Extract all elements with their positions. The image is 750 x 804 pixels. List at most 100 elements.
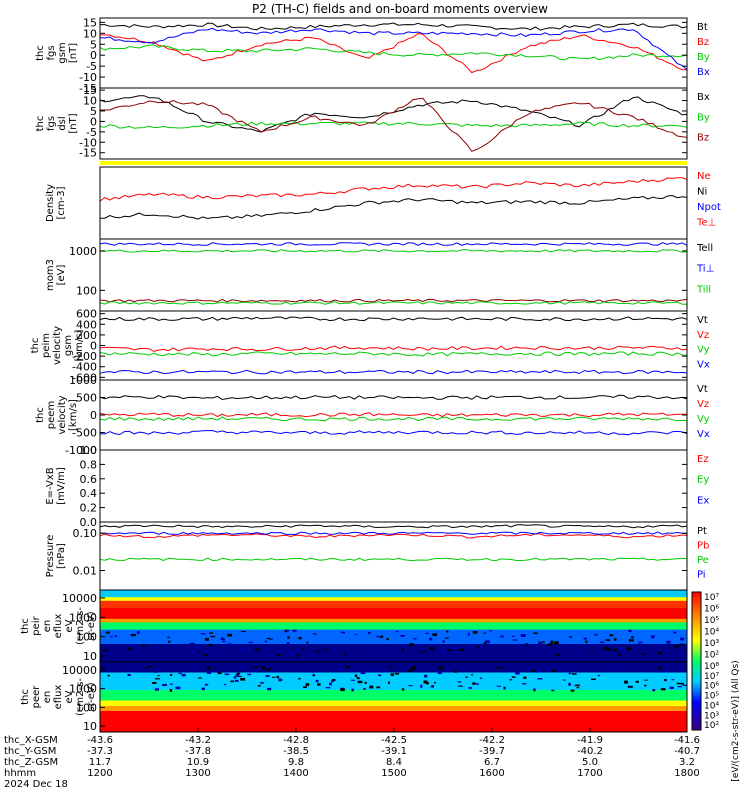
tick-label: -400	[72, 361, 97, 374]
spectrogram-noise	[236, 672, 241, 675]
tick-label: 10000	[62, 664, 97, 677]
x-tick-label: -37.8	[185, 746, 211, 757]
spectrogram-noise	[351, 668, 354, 672]
spectrogram-noise	[568, 682, 571, 686]
legend-label: By	[697, 112, 710, 123]
tick-label: -5	[86, 126, 97, 139]
spectrogram-noise	[248, 641, 254, 644]
spectrogram-noise	[264, 640, 268, 643]
spectrogram-noise	[314, 650, 320, 652]
legend-label: Vx	[697, 429, 710, 440]
spectrogram-noise	[376, 686, 381, 689]
y-axis-label: Pressure	[45, 535, 56, 578]
spectrogram-noise	[651, 635, 655, 639]
spectrogram-noise	[682, 684, 688, 686]
spectrogram-noise	[298, 636, 302, 640]
spectrogram-noise	[644, 679, 649, 681]
spectrogram-noise	[388, 666, 393, 668]
spectrogram-noise	[360, 672, 366, 675]
plot-title: P2 (TH-C) fields and on-board moments ov…	[252, 2, 548, 16]
spectrogram-noise	[311, 671, 315, 673]
series-line-Bx	[99, 27, 688, 71]
spectrogram-band	[100, 629, 687, 645]
spectrogram-noise	[102, 667, 106, 669]
spectrogram-noise	[674, 644, 679, 648]
spectrogram-noise	[178, 672, 182, 675]
spectrogram-noise	[354, 674, 358, 678]
series-line-Bx	[99, 95, 688, 133]
spectrogram-noise	[238, 665, 243, 669]
x-tick-label: -43.2	[185, 735, 211, 746]
spectrogram-noise	[568, 672, 572, 675]
legend-label: Ey	[697, 475, 709, 486]
spectrogram-noise	[376, 635, 381, 638]
spectrogram-noise	[456, 646, 461, 649]
spectrogram-noise	[144, 667, 148, 669]
spectrogram-noise	[364, 666, 370, 670]
spectrogram-noise	[675, 653, 681, 656]
spectrogram-noise	[175, 686, 181, 690]
spectrogram-noise	[442, 640, 445, 643]
spectrogram-noise	[170, 683, 173, 685]
x-tick-label: 8.4	[386, 757, 402, 768]
spectrogram-noise	[343, 653, 347, 656]
x-tick-label: -39.1	[381, 746, 407, 757]
tick-label: 0	[90, 115, 97, 128]
spectrogram-noise	[666, 640, 671, 644]
spectrogram-noise	[400, 634, 405, 637]
y-axis-label: eV	[64, 690, 75, 703]
spectrogram-noise	[149, 665, 153, 668]
panel-6: 1.00.8 0.60.4 0.20.0 Ez Ey Ex E=-VxB [mV/m]	[45, 444, 709, 529]
spectrogram-noise	[609, 634, 614, 637]
spectrogram-noise	[329, 682, 332, 686]
legend-label: Npot	[697, 202, 721, 213]
spectrogram-noise	[553, 641, 559, 645]
spectrogram-noise	[245, 650, 251, 653]
spectrogram-noise	[114, 635, 118, 637]
legend-label: Pe	[697, 555, 709, 566]
spectrogram-noise	[485, 640, 490, 644]
spectrogram-noise	[472, 682, 476, 685]
spectrogram-noise	[605, 639, 611, 641]
spectrogram-noise	[155, 678, 160, 680]
spectrogram-noise	[227, 643, 232, 647]
spectrogram-noise	[677, 686, 683, 688]
spectrogram-noise	[208, 643, 213, 646]
spectrogram-noise	[222, 640, 226, 643]
legend-label: Vt	[697, 384, 708, 395]
series-line-Pb	[99, 533, 688, 539]
spectrogram-noise	[624, 680, 628, 684]
spectrogram-noise	[538, 641, 543, 644]
tick-label: 0.01	[73, 565, 98, 578]
spectrogram-noise	[533, 632, 538, 634]
spectrogram-noise	[350, 679, 356, 681]
series-line-Vy	[99, 416, 688, 422]
panel-5: 1000 500 0 -500 -1000 Vt Vz Vy Vx thc peem velocity…	[35, 374, 710, 457]
spectrogram-noise	[449, 646, 454, 650]
spectrogram-noise	[467, 632, 470, 636]
spectrogram-noise	[253, 666, 258, 668]
spectrogram-noise	[520, 633, 526, 637]
spectrogram-noise	[277, 654, 282, 657]
spectrogram-noise	[206, 671, 212, 674]
tick-label: -1000	[65, 444, 97, 457]
spectrogram-noise	[413, 638, 417, 640]
spectrogram-noise	[181, 673, 186, 677]
tick-label: 5	[90, 105, 97, 118]
spectrogram-noise	[390, 673, 394, 677]
spectrogram-noise	[172, 645, 176, 647]
spectrogram-noise	[270, 638, 273, 640]
legend-label: Ne	[697, 171, 711, 182]
spectrogram-noise	[610, 648, 613, 651]
spectrogram-noise	[583, 637, 588, 640]
spectrogram-noise	[227, 633, 233, 637]
spectrogram-noise	[429, 647, 435, 650]
x-tick-label: 1800	[674, 768, 699, 779]
tick-label: 100	[76, 284, 97, 297]
legend-label: Vz	[697, 330, 709, 341]
legend-label: Vy	[697, 414, 710, 425]
spectrogram-noise	[465, 676, 468, 678]
spectrogram-noise	[597, 674, 601, 677]
spectrogram-noise	[185, 647, 189, 649]
colorbar-tick: 10³	[704, 711, 719, 721]
